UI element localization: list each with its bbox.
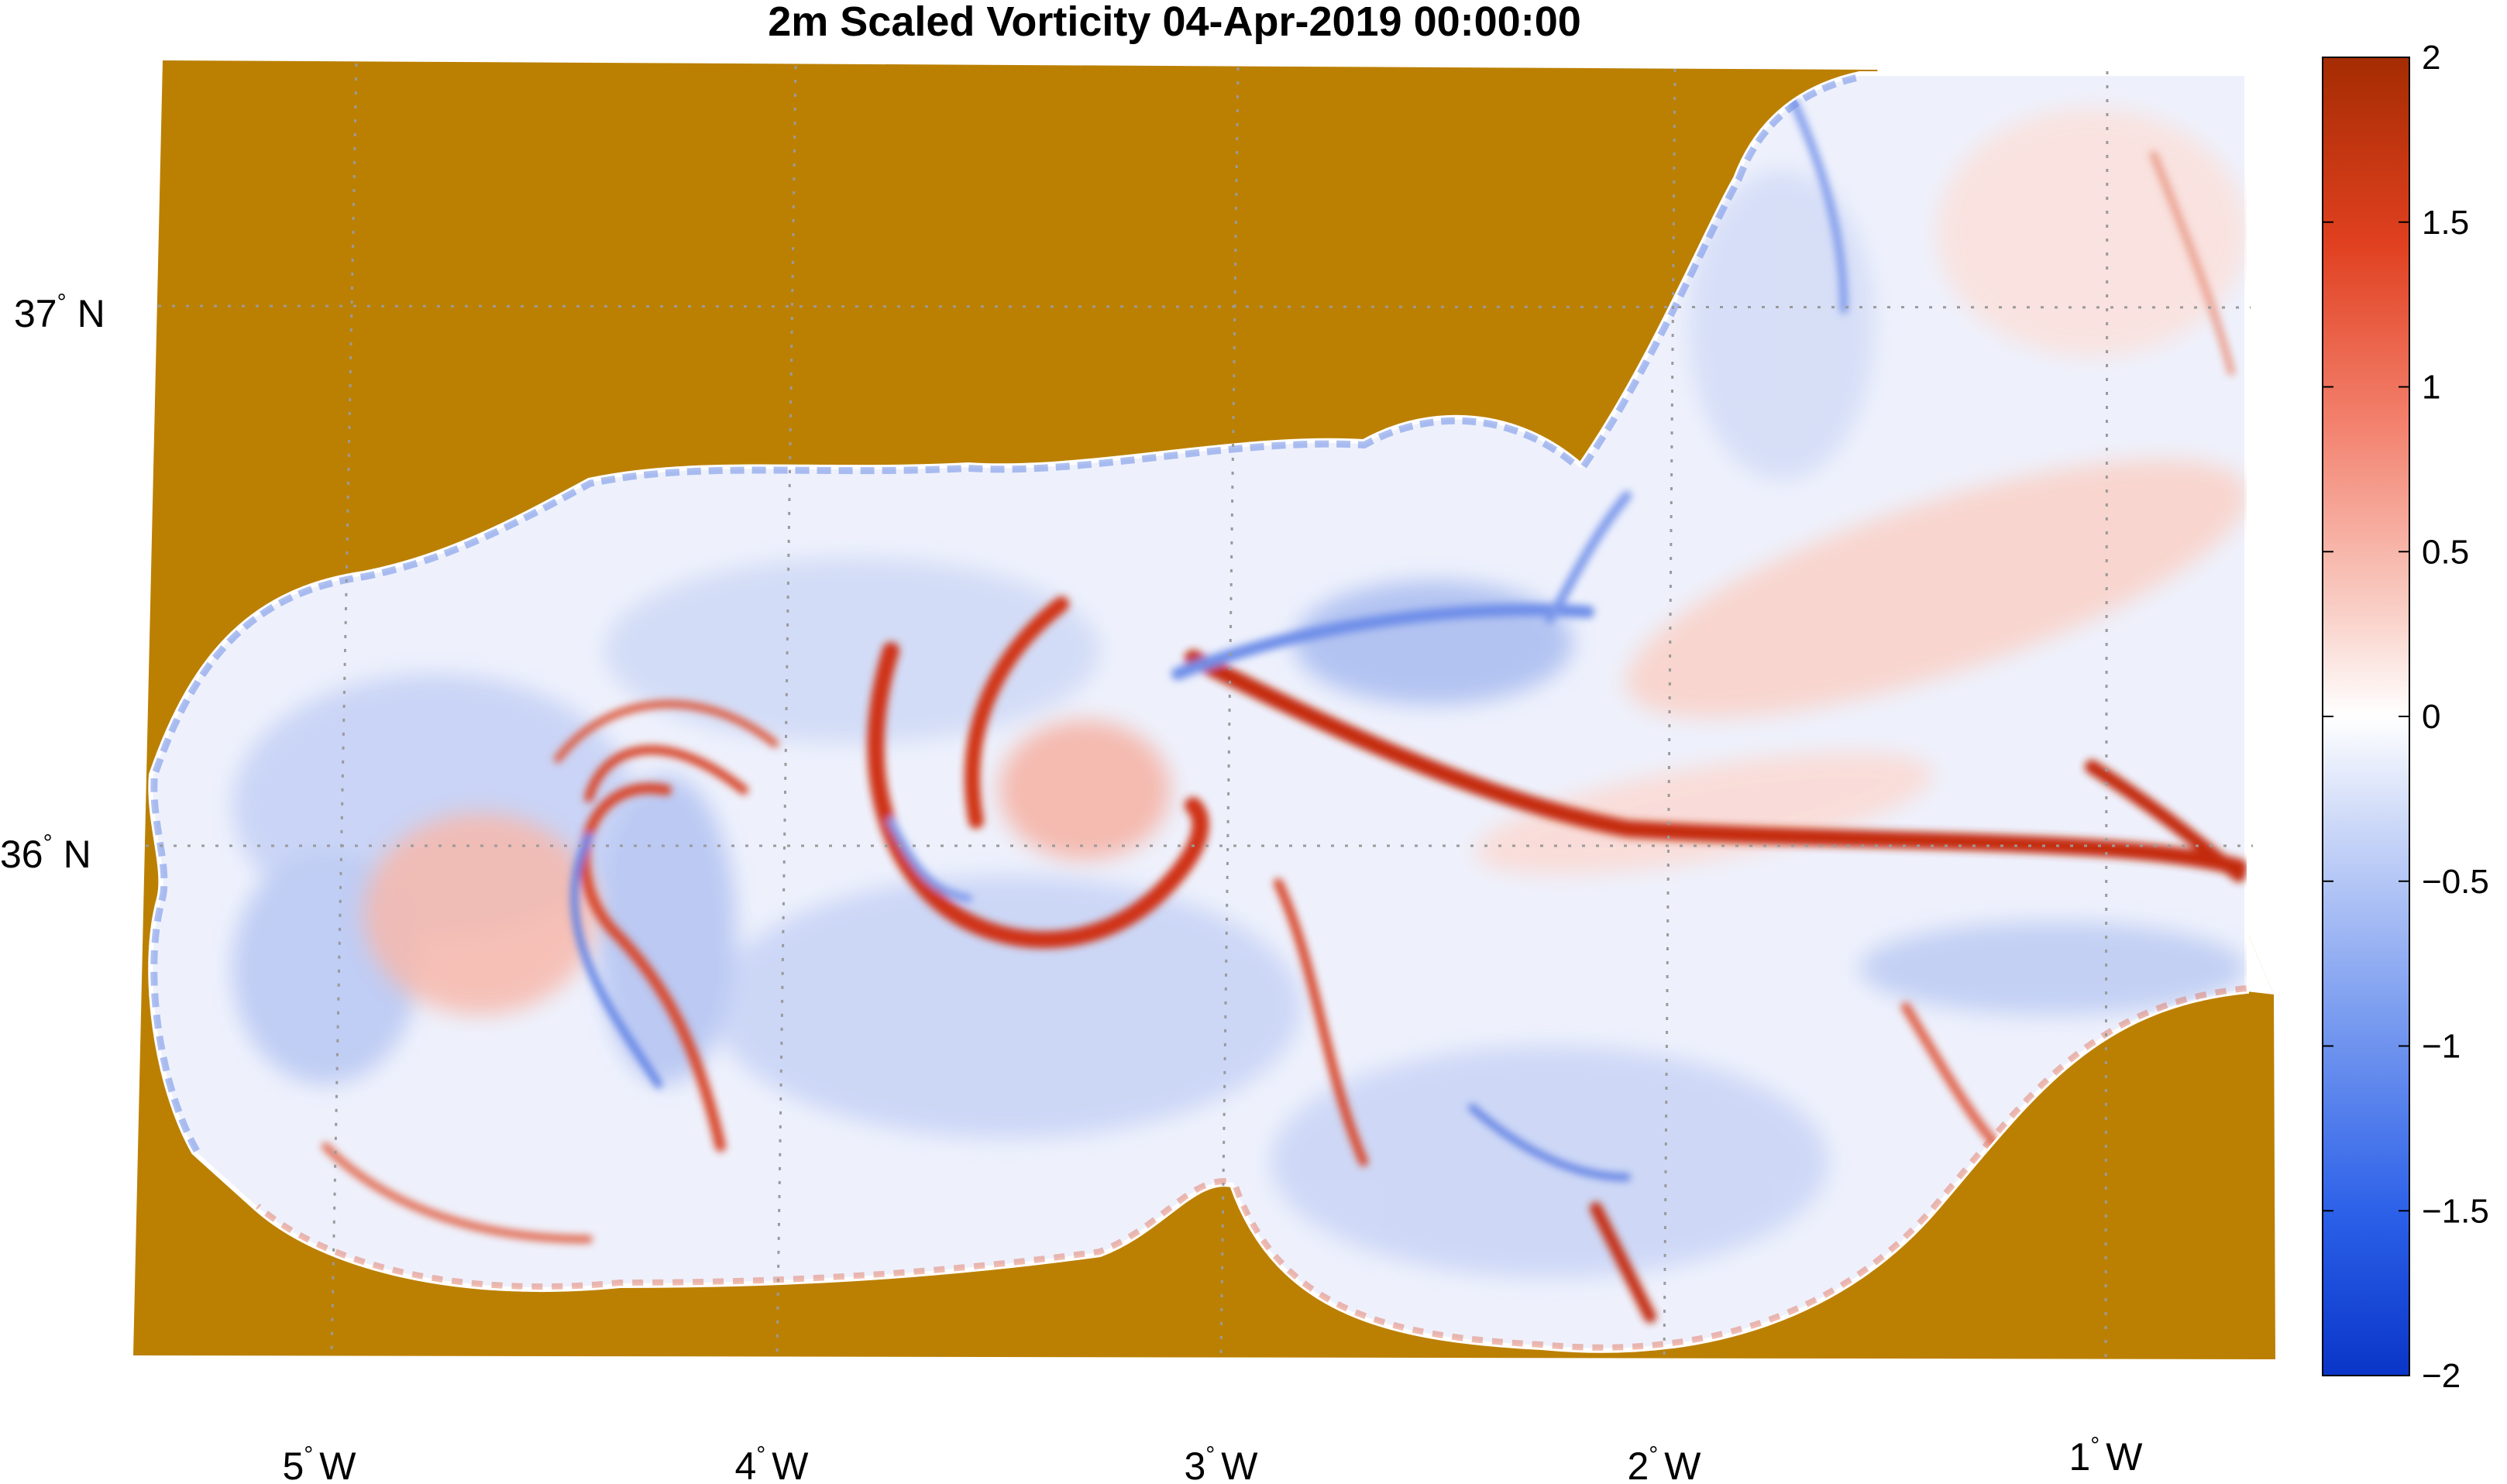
colorbar-tick-label: −2: [2422, 1357, 2461, 1395]
colorbar-gradient: [2322, 57, 2410, 1376]
colorbar-tick-label: 1.5: [2422, 204, 2469, 242]
meridian-4w: [775, 65, 797, 1358]
colorbar-tick-label: 0: [2422, 698, 2440, 736]
lat-label-37n: 37° N: [14, 290, 105, 335]
lat-label-36n: 36° N: [0, 830, 91, 876]
parallel-37n: [157, 304, 2251, 309]
lon-label-1w: 1° W: [2069, 1433, 2143, 1479]
sea-area: [148, 71, 2249, 1353]
lon-label-4w: 4° W: [734, 1442, 809, 1484]
latitude-labels: 37° N 36° N: [0, 290, 105, 876]
meridian-3w: [1219, 67, 1240, 1359]
figure-title: 2m Scaled Vorticity 04-Apr-2019 00:00:00: [768, 0, 1581, 45]
colorbar: 2 1.5 1 0.5 0 −0.5 −1 −1.5 −2: [2322, 39, 2489, 1395]
colorbar-tick-label: 2: [2422, 39, 2440, 77]
colorbar-tick-label: 0.5: [2422, 533, 2469, 571]
graticule: [146, 63, 2253, 1360]
colorbar-tick-label: −1: [2422, 1028, 2461, 1066]
lon-label-3w: 3° W: [1184, 1442, 1258, 1484]
colorbar-tick-label: 1: [2422, 369, 2440, 407]
meridian-1w: [2104, 70, 2109, 1360]
colorbar-tick-label: −1.5: [2422, 1192, 2489, 1230]
lon-label-5w: 5° W: [282, 1442, 356, 1484]
longitude-labels: 5° W 4° W 3° W 2° W 1° W: [282, 1433, 2143, 1484]
colorbar-tick-label: −0.5: [2422, 863, 2489, 901]
meridian-2w: [1663, 68, 1676, 1359]
lon-label-2w: 2° W: [1627, 1442, 1701, 1484]
colorbar-ticks: 2 1.5 1 0.5 0 −0.5 −1 −1.5 −2: [2323, 39, 2489, 1395]
